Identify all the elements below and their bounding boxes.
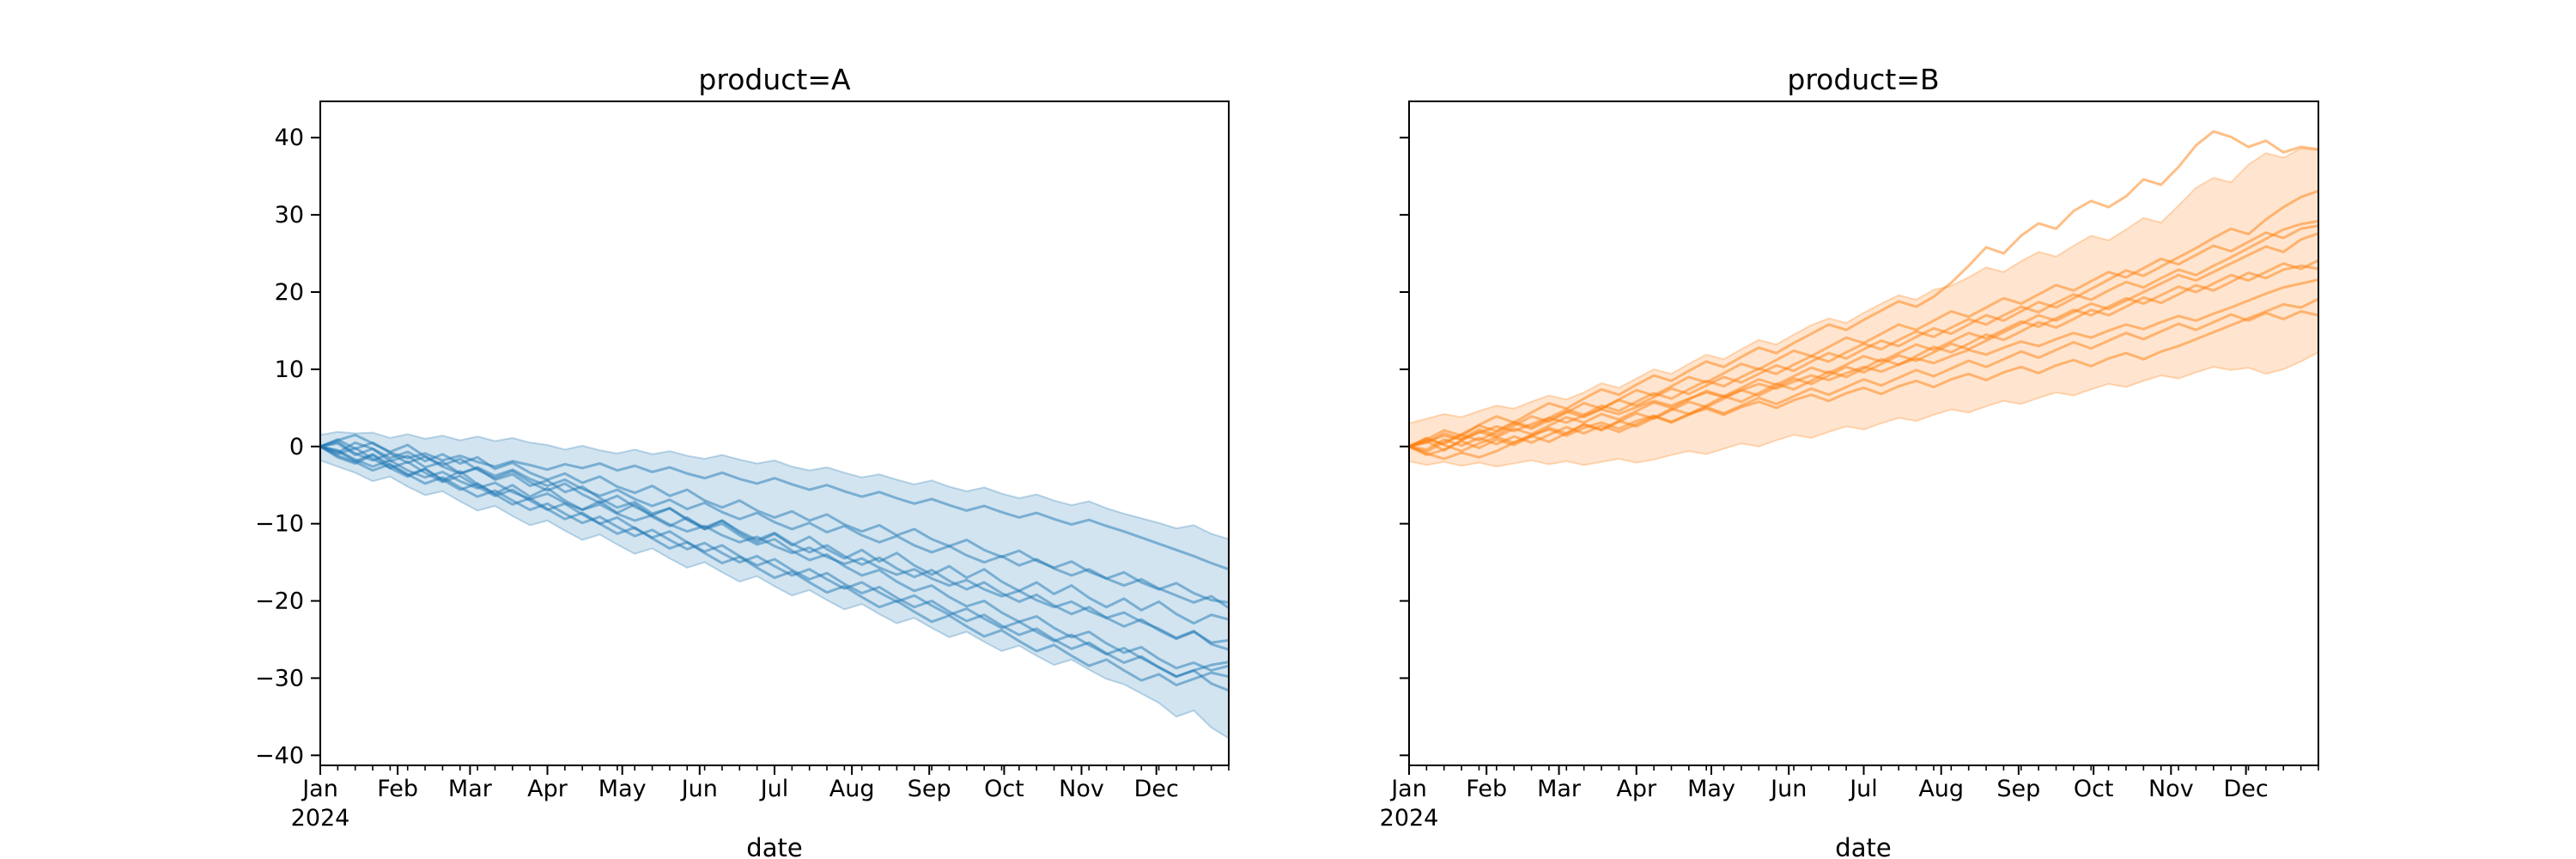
y-tick-label: 20 bbox=[275, 279, 304, 306]
facet-a-title: product=A bbox=[698, 63, 851, 96]
unit-line-9 bbox=[1409, 297, 2318, 453]
y-tick-label: 10 bbox=[275, 356, 304, 383]
x-tick-label: Nov bbox=[1059, 776, 1104, 802]
unit-line-10 bbox=[320, 445, 1229, 692]
x-axis-label-a: date bbox=[746, 833, 802, 859]
x-tick-label: May bbox=[1687, 776, 1735, 802]
y-tick-label: 0 bbox=[289, 434, 304, 460]
x-tick-label: Nov bbox=[2148, 776, 2194, 802]
x-tick-label: Dec bbox=[2224, 776, 2269, 802]
x-tick-label: Feb bbox=[1466, 776, 1507, 802]
x-tick-label: Sep bbox=[1996, 776, 2040, 802]
x-tick-label: Jun bbox=[1769, 776, 1807, 802]
facet-panel-product-a: Jan 2024 Feb Mar Apr May Jun Jul Aug Sep Oct Nov Dec… bbox=[255, 101, 1230, 832]
y-tick-label: −10 bbox=[255, 511, 304, 538]
x-tick-label: Jan bbox=[1389, 776, 1427, 802]
unit-line-8 bbox=[320, 442, 1229, 672]
y-tick-label: −30 bbox=[255, 665, 304, 691]
unit-line-9 bbox=[320, 445, 1229, 687]
unit-line-4 bbox=[1409, 224, 2318, 448]
unit-line-5 bbox=[320, 433, 1229, 644]
unit-line-7 bbox=[320, 445, 1229, 679]
x-tick-label: Dec bbox=[1134, 776, 1179, 802]
x-tick-label: Aug bbox=[1918, 776, 1964, 802]
unit-line-10 bbox=[1409, 309, 2318, 451]
y-tick-label: 40 bbox=[275, 125, 304, 151]
unit-line-2 bbox=[320, 441, 1229, 604]
unit-line-5 bbox=[1409, 232, 2318, 457]
y-tick-label: −20 bbox=[255, 588, 304, 615]
x-tick-label: Apr bbox=[527, 776, 568, 802]
year-label: 2024 bbox=[291, 805, 350, 832]
unit-line-8 bbox=[1409, 278, 2318, 448]
uncertainty-band bbox=[1409, 147, 2318, 468]
x-tick-label: Jul bbox=[1848, 776, 1878, 802]
x-tick-label: Sep bbox=[908, 776, 951, 802]
x-tick-label: Jun bbox=[680, 776, 718, 802]
year-label: 2024 bbox=[1380, 805, 1439, 832]
x-tick-label: May bbox=[598, 776, 647, 802]
unit-line-7 bbox=[1409, 264, 2318, 460]
x-tick-label: Jan bbox=[301, 776, 338, 802]
x-tick-label: Feb bbox=[377, 776, 418, 802]
x-tick-label: Apr bbox=[1616, 776, 1657, 802]
x-tick-label: Mar bbox=[448, 776, 493, 802]
x-tick-label: Aug bbox=[829, 776, 875, 802]
facet-b-title: product=B bbox=[1787, 63, 1939, 96]
facet-panel-product-b: Jan 2024 Feb Mar Apr May Jun Jul Aug Sep Oct Nov Dec bbox=[1380, 101, 2319, 832]
x-tick-label: Oct bbox=[2074, 776, 2114, 802]
y-tick-label: 30 bbox=[275, 202, 304, 228]
x-axis-label-b: date bbox=[1835, 833, 1891, 859]
y-tick-label: −40 bbox=[255, 742, 304, 769]
x-tick-label: Oct bbox=[984, 776, 1024, 802]
x-tick-label: Jul bbox=[759, 776, 789, 802]
x-tick-label: Mar bbox=[1537, 776, 1582, 802]
unit-line-1 bbox=[1409, 130, 2318, 448]
